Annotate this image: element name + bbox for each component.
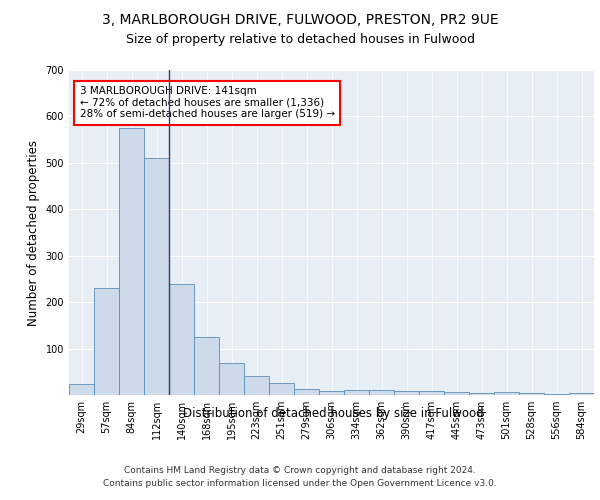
Bar (469, 392, 494, 395)
Text: Distribution of detached houses by size in Fulwood: Distribution of detached houses by size … (182, 408, 484, 420)
Bar (444, 392, 469, 395)
Bar (394, 392, 419, 395)
Bar (294, 388, 319, 395)
Bar (369, 390, 394, 395)
Bar (544, 394, 569, 395)
Bar (244, 376, 269, 395)
Text: Contains HM Land Registry data © Crown copyright and database right 2024.
Contai: Contains HM Land Registry data © Crown c… (103, 466, 497, 487)
Bar (269, 384, 294, 395)
Bar (119, 128, 144, 395)
Bar (219, 362, 244, 395)
Bar (344, 390, 369, 395)
Text: 3 MARLBOROUGH DRIVE: 141sqm
← 72% of detached houses are smaller (1,336)
28% of : 3 MARLBOROUGH DRIVE: 141sqm ← 72% of det… (79, 86, 335, 120)
Bar (569, 392, 594, 395)
Text: Size of property relative to detached houses in Fulwood: Size of property relative to detached ho… (125, 32, 475, 46)
Bar (169, 284, 194, 395)
Bar (69, 384, 94, 395)
Bar (519, 393, 544, 395)
Bar (94, 288, 119, 395)
Y-axis label: Number of detached properties: Number of detached properties (27, 140, 40, 326)
Bar (419, 392, 444, 395)
Bar (194, 337, 219, 395)
Bar (144, 158, 169, 395)
Text: 3, MARLBOROUGH DRIVE, FULWOOD, PRESTON, PR2 9UE: 3, MARLBOROUGH DRIVE, FULWOOD, PRESTON, … (101, 12, 499, 26)
Bar (319, 392, 344, 395)
Bar (494, 392, 519, 395)
